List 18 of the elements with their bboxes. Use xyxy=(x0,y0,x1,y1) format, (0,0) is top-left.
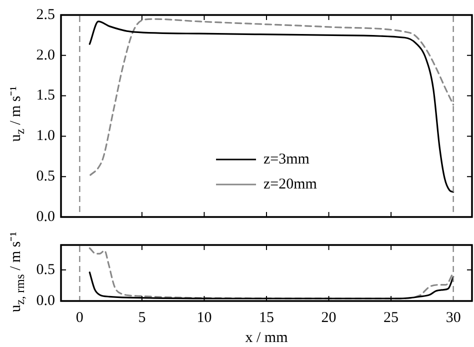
y-tick-label: 0.5 xyxy=(36,168,55,185)
legend-label: z=3mm xyxy=(264,151,310,168)
legend-label: z=20mm xyxy=(264,176,318,192)
x-tick-label: 15 xyxy=(259,310,274,326)
y-tick-label: 1.0 xyxy=(36,128,55,144)
y-tick-label: 2.0 xyxy=(36,47,55,64)
y-tick-label: 2.5 xyxy=(36,6,55,23)
x-axis-title: x / mm xyxy=(245,330,288,346)
x-tick-label: 20 xyxy=(321,310,336,326)
y-tick-label: 0.0 xyxy=(36,292,55,309)
x-tick-label: 10 xyxy=(196,310,212,326)
x-tick-label: 25 xyxy=(384,310,399,326)
x-tick-label: 0 xyxy=(76,310,84,326)
y-tick-label: 0.5 xyxy=(36,262,55,278)
x-tick-label: 5 xyxy=(138,310,146,326)
x-tick-label: 30 xyxy=(446,310,461,326)
y-tick-label: 1.5 xyxy=(36,88,55,104)
y-tick-label: 0.0 xyxy=(36,208,55,225)
